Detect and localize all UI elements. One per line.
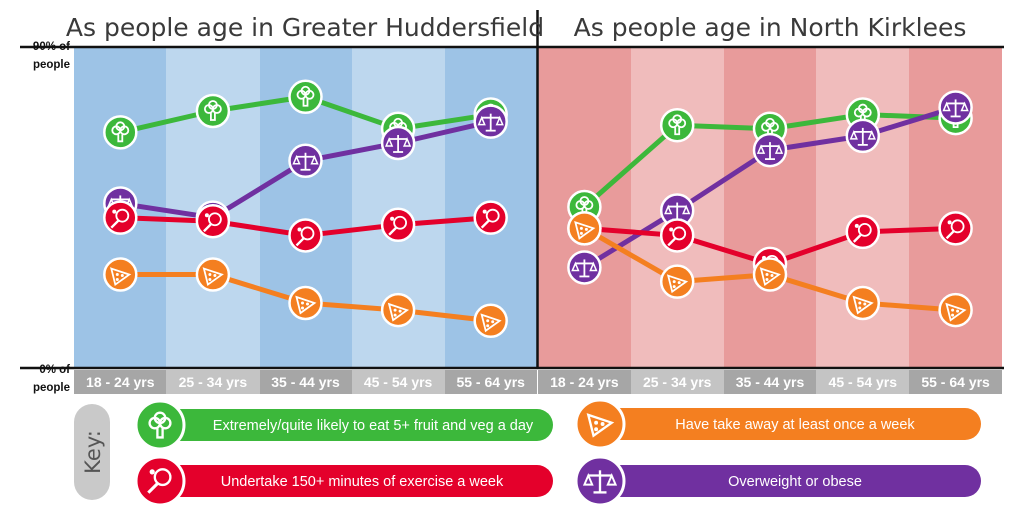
x-tick-bg	[538, 370, 631, 394]
data-point-marker	[103, 257, 138, 292]
data-point-marker	[103, 200, 138, 235]
x-tick-label: 55 - 64 yrs	[921, 374, 990, 390]
data-point-overweight	[380, 125, 416, 161]
x-tick-bg	[166, 370, 260, 394]
panel-2-col-bg	[724, 47, 816, 367]
data-point-exercise	[288, 218, 323, 253]
data-point-marker	[659, 264, 695, 299]
data-point-takeaway	[380, 292, 416, 328]
legend-label-overweight: Overweight or obese	[728, 474, 862, 490]
legend: Key: Extremely/quite likely to eat 5+ fr…	[74, 398, 981, 507]
x-tick-label: 55 - 64 yrs	[456, 374, 525, 390]
data-point-marker	[845, 214, 881, 250]
data-point-overweight	[845, 118, 881, 154]
legend-pill-fruit	[160, 409, 553, 441]
data-point-takeaway	[473, 303, 508, 339]
data-point-marker	[195, 257, 231, 292]
panel-2-plot	[567, 90, 973, 328]
data-point-fruit	[659, 107, 695, 143]
data-point-takeaway	[938, 292, 973, 328]
legend-pill-takeaway	[600, 408, 981, 440]
data-point-marker	[845, 285, 881, 321]
data-point-overweight	[473, 104, 508, 139]
y-axis-bottom-label: 0% of	[39, 364, 70, 376]
data-point-marker	[288, 218, 323, 253]
data-point-marker	[380, 207, 416, 243]
x-tick-bg	[724, 370, 816, 394]
panel-2-title: As people age in North Kirklees	[574, 13, 967, 42]
x-tick-label: 25 - 34 yrs	[643, 374, 712, 390]
x-tick-label: 18 - 24 yrs	[86, 374, 155, 390]
key-label-box	[74, 404, 110, 500]
legend-pill-overweight	[600, 465, 981, 497]
legend-pill-exercise	[160, 465, 553, 497]
key-label: Key:	[81, 430, 105, 474]
data-point-exercise	[473, 200, 508, 235]
x-tick-label: 45 - 54 yrs	[829, 374, 898, 390]
data-point-exercise	[103, 200, 138, 235]
panel-1-plot	[103, 79, 508, 339]
data-point-overweight	[752, 132, 788, 168]
data-point-exercise	[845, 214, 881, 250]
data-point-takeaway	[659, 264, 695, 299]
x-tick-strip	[74, 370, 1002, 394]
data-point-takeaway	[195, 257, 231, 292]
x-tick-label: 35 - 44 yrs	[271, 374, 340, 390]
data-point-takeaway	[752, 257, 788, 292]
data-point-overweight	[938, 90, 973, 125]
data-point-takeaway	[288, 285, 323, 321]
data-point-fruit	[195, 93, 231, 129]
data-point-marker	[380, 292, 416, 328]
data-point-overweight	[288, 143, 323, 179]
data-point-marker	[195, 203, 231, 239]
data-point-takeaway	[103, 257, 138, 292]
data-point-exercise	[938, 211, 973, 246]
x-tick-labels: 18 - 24 yrs 25 - 34 yrs 35 - 44 yrs 45 - 54…	[86, 374, 990, 390]
legend-badge-exercise	[134, 455, 186, 507]
data-point-marker	[752, 257, 788, 292]
legend-label-takeaway: Have take away at least once a week	[675, 417, 915, 433]
x-tick-bg	[260, 370, 352, 394]
y-axis-bottom-label-line2: people	[33, 382, 70, 394]
x-tick-label: 35 - 44 yrs	[736, 374, 805, 390]
x-tick-label: 45 - 54 yrs	[364, 374, 433, 390]
data-point-marker	[567, 211, 602, 246]
x-tick-label: 25 - 34 yrs	[179, 374, 248, 390]
x-tick-bg	[352, 370, 445, 394]
data-point-marker	[938, 292, 973, 328]
panel-2-background	[538, 47, 1002, 367]
legend-label-exercise: Undertake 150+ minutes of exercise a wee…	[221, 474, 504, 490]
legend-label-fruit: Extremely/quite likely to eat 5+ fruit a…	[213, 418, 534, 434]
x-tick-bg	[445, 370, 537, 394]
y-axis-top-label: 90% of	[33, 41, 70, 53]
data-point-takeaway	[567, 211, 602, 246]
data-point-exercise	[195, 203, 231, 239]
x-tick-bg	[909, 370, 1002, 394]
data-point-takeaway	[845, 285, 881, 321]
x-tick-bg	[74, 370, 166, 394]
data-point-exercise	[659, 218, 695, 253]
data-point-marker	[938, 211, 973, 246]
data-point-marker	[473, 200, 508, 235]
data-point-exercise	[380, 207, 416, 243]
data-point-marker	[659, 218, 695, 253]
x-tick-bg	[816, 370, 909, 394]
data-point-marker	[288, 285, 323, 321]
x-tick-bg	[631, 370, 724, 394]
data-point-fruit	[103, 115, 138, 150]
panel-1-title: As people age in Greater Huddersfield	[66, 13, 544, 42]
data-point-fruit	[288, 79, 323, 115]
data-point-overweight	[567, 250, 602, 285]
legend-badge-takeaway	[574, 398, 626, 450]
x-tick-label: 18 - 24 yrs	[550, 374, 619, 390]
y-axis-top-label-line2: people	[33, 59, 70, 71]
data-point-marker	[473, 303, 508, 339]
